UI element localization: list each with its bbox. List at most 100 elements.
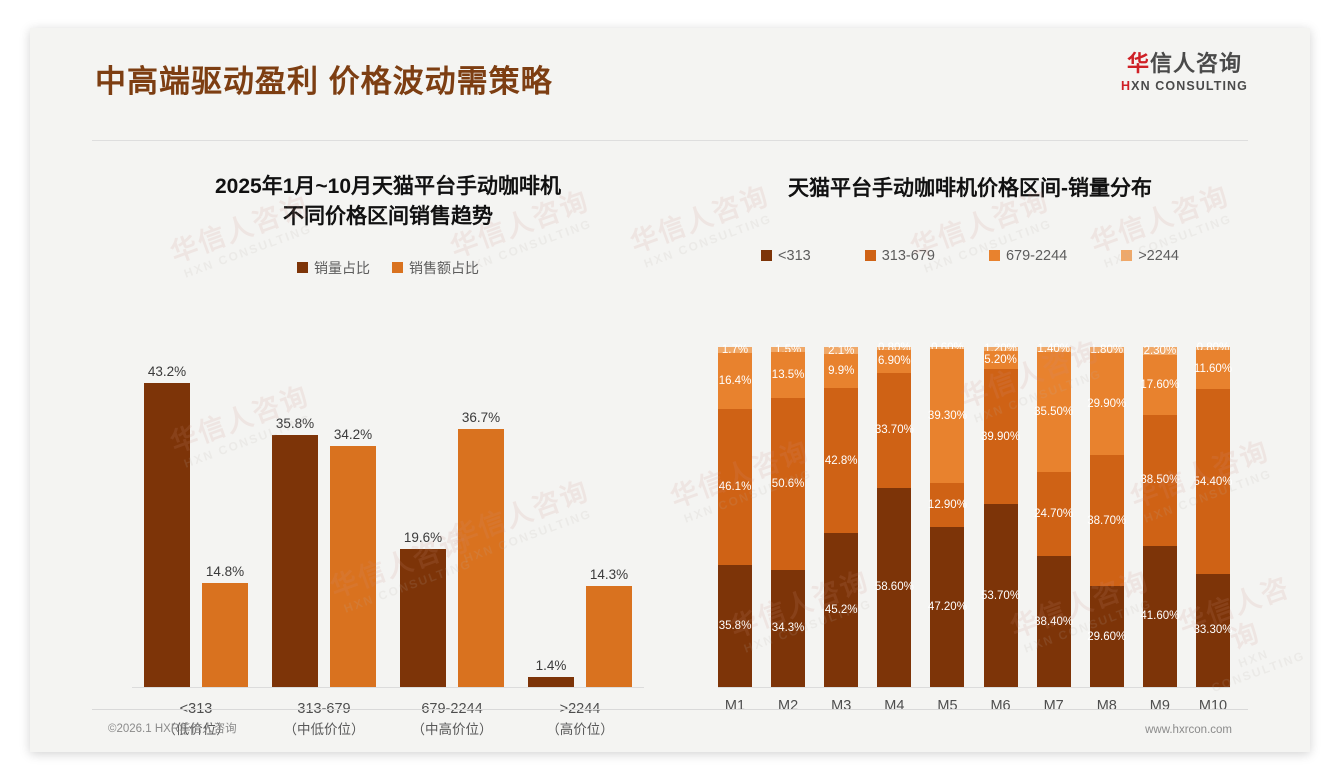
stack-segment[interactable]: 39.30% [928,349,967,483]
stacked-bar[interactable]: 1.80% 29.90% 38.70% 29.60% [1087,344,1126,687]
x-axis-label: M3 [831,698,852,714]
stack-segment[interactable]: 54.40% [1193,389,1232,574]
bar[interactable]: 43.2% [144,364,190,687]
stack-segment[interactable]: 33.30% [1193,573,1232,688]
bar-value-label: 43.2% [147,363,187,379]
stack-segment[interactable]: 16.4% [718,352,752,409]
bar-column[interactable]: 14.8% [202,564,248,687]
segment-value-label: 34.3% [771,622,805,635]
x-axis-label: M10 [1198,698,1228,714]
bar[interactable]: 14.3% [586,567,632,687]
bar[interactable]: 1.4% [528,658,574,687]
stacked-bar[interactable]: 1.20% 5.20% 39.90% 53.70% [981,343,1020,687]
stack-segment[interactable]: 38.50% [1140,414,1179,546]
legend-label: <313 [778,247,811,264]
stack-segment[interactable]: 41.60% [1140,545,1179,687]
stack-segment[interactable]: 35.8% [718,565,752,687]
bar-value-label: 34.2% [333,427,373,443]
bar-column[interactable]: 36.7% [458,410,504,687]
bar-value-label: 19.6% [403,530,443,546]
x-axis-label: M7 [1043,698,1064,714]
legend-swatch-icon [297,262,308,274]
stack-segment[interactable]: 1.80% [1089,344,1124,356]
stacked-bar[interactable]: 2.1% 9.9% 42.8% 45.2% [824,345,859,687]
bar[interactable]: 35.8% [272,416,318,687]
logo-en-gray: XN CONSULTING [1131,79,1248,94]
stack-segment[interactable]: 53.70% [981,504,1020,687]
bar[interactable]: 19.6% [400,530,446,687]
footer-website[interactable]: www.hxrcon.com [1145,724,1232,736]
grouped-bar-plot: 43.2% 14.8% 35.8% 34.2% 19.6% 36.7% 1.4% 14.3% … [132,328,644,737]
stack-segment[interactable]: 46.1% [718,408,752,566]
segment-value-label: 24.70% [1034,508,1074,521]
bar-column[interactable]: 1.4% [528,658,574,687]
bar-value-label: 35.8% [275,415,315,431]
bar-column[interactable]: 43.2% [144,364,190,687]
stack-segment[interactable]: 47.20% [927,526,967,687]
x-axis-label-sub: （低价位） [162,722,230,738]
bar-column[interactable]: 34.2% [330,427,376,687]
legend-item-679-2244[interactable]: 679-2244 [988,248,1067,264]
legend-swatch-icon [1121,250,1133,262]
stack-segment[interactable]: 2.30% [1142,345,1177,357]
stack-segment[interactable]: 9.9% [824,354,859,388]
stack-segment[interactable]: 33.70% [875,373,914,488]
stack-segment[interactable]: 38.70% [1087,454,1126,587]
footer-divider [92,709,1248,710]
stack-segment[interactable]: 42.8% [824,387,859,534]
stack-segment[interactable]: 12.90% [927,482,967,527]
stack-segment[interactable]: 50.6% [771,397,806,571]
stack-segment[interactable]: 24.70% [1034,472,1074,557]
legend-item-sales-volume[interactable]: 销量占比 [297,258,370,278]
stack-segment[interactable]: 6.90% [877,349,912,374]
legend-item->2244[interactable]: >2244 [1121,248,1179,264]
stack-segment[interactable]: 11.60% [1194,349,1232,390]
segment-value-label: 47.20% [927,600,967,613]
bar[interactable]: 34.2% [330,427,376,687]
stack-segment[interactable]: 45.2% [824,533,859,687]
segment-value-label: 46.1% [718,480,752,493]
bar[interactable]: 14.8% [202,564,248,687]
stacked-bar[interactable]: 2.30% 17.60% 38.50% 41.60% [1140,345,1180,687]
stack-segment[interactable]: 29.90% [1087,353,1126,455]
stack-segment[interactable]: 39.90% [981,368,1020,505]
legend-swatch-icon [761,250,773,262]
x-axis-label: M2 [778,698,799,714]
segment-value-label: 17.60% [1140,378,1180,391]
stack-segment[interactable]: 17.60% [1140,354,1180,415]
stack-segment[interactable]: 34.3% [771,570,806,687]
stack-segment[interactable]: 58.60% [875,487,914,687]
logo-english: HXN CONSULTING [1121,79,1248,93]
x-axis-label: >2244 （高价位） [525,698,635,741]
x-axis-label-sub: （中高价位） [411,722,493,738]
stack-segment[interactable]: 2.1% [824,345,859,357]
logo-cn-gray: 信人咨询 [1150,51,1243,76]
x-axis-label: M4 [884,698,905,714]
footer-copyright: ©2026.1 HXR华信人咨询 [108,723,237,735]
stacked-bar[interactable]: 0.80% 6.90% 33.70% 58.60% [875,342,914,687]
stack-segment[interactable]: 5.20% [983,351,1018,369]
legend-item-313-679[interactable]: 313-679 [864,248,935,264]
stacked-bar[interactable]: 0.80% 11.60% 54.40% 33.30% [1193,342,1232,688]
stacked-bar-plot: 1.7% 16.4% 46.1% 35.8% 1.5% 13.5% 50.6% 34.3% 2.… [718,328,1232,714]
segment-value-label: 12.90% [927,498,967,511]
stacked-bar[interactable]: 0.60% 39.30% 12.90% 47.20% [927,342,967,687]
bar-column[interactable]: 35.8% [272,416,318,687]
stacked-bar[interactable]: 1.7% 16.4% 46.1% 35.8% [718,344,752,687]
stack-segment[interactable]: 13.5% [771,352,806,398]
segment-value-label: 45.2% [824,604,858,617]
legend-item-sales-amount[interactable]: 销售额占比 [392,258,479,278]
stacked-bar[interactable]: 1.5% 13.5% 50.6% 34.3% [771,344,806,687]
left-chart-title-line1: 2025年1月~10月天猫平台手动咖啡机 [214,175,562,198]
bar[interactable]: 36.7% [458,410,504,687]
stack-segment[interactable]: 35.50% [1034,351,1073,473]
logo-en-red: H [1121,79,1132,94]
segment-value-label: 13.5% [771,369,805,382]
stack-segment[interactable]: 29.60% [1087,586,1126,687]
bar-groups: 43.2% 14.8% 35.8% 34.2% 19.6% 36.7% 1.4% 14.3% [132,328,644,687]
stack-segment[interactable]: 38.40% [1034,556,1073,687]
bar-column[interactable]: 14.3% [586,567,632,687]
bar-column[interactable]: 19.6% [400,530,446,687]
stacked-bar[interactable]: 1.40% 35.50% 24.70% 38.40% [1034,343,1074,687]
legend-item-<313[interactable]: <313 [761,248,811,264]
